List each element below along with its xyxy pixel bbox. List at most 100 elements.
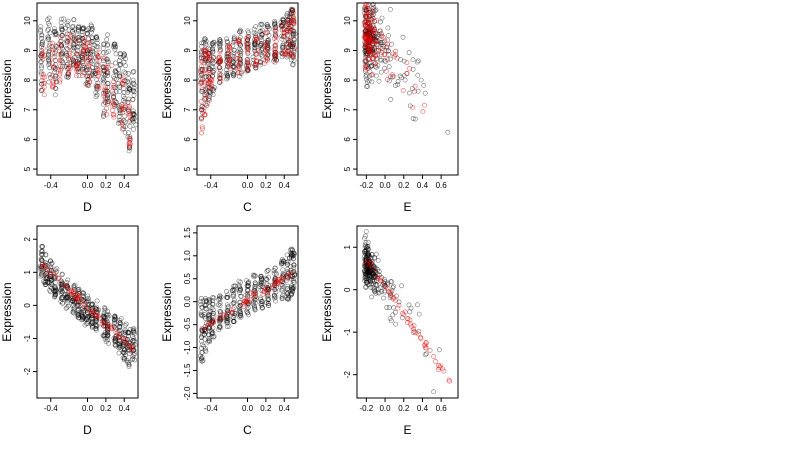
data-point [209,56,215,62]
data-point [290,52,296,58]
data-point [86,73,92,79]
data-point [285,259,291,265]
data-point [224,70,229,76]
data-point [415,58,421,64]
data-point [80,70,86,75]
data-point [81,38,87,44]
data-point [40,87,46,93]
data-point [436,347,442,353]
data-point [118,61,124,67]
y-tick-label: -2.0 [183,386,192,400]
data-point [80,72,85,78]
data-point [130,108,136,114]
data-point [64,283,69,289]
data-point [244,42,250,48]
data-point [103,64,109,70]
data-point [125,99,131,105]
data-point [400,34,406,40]
data-point [416,328,422,334]
data-point [49,44,55,50]
y-axis-label: Expression [160,282,174,341]
data-point [67,50,72,56]
data-point [117,102,122,108]
data-point [131,126,136,132]
data-point [391,305,397,311]
data-point [47,41,53,46]
data-point [292,31,298,37]
data-point [131,111,136,116]
data-point [122,113,128,119]
data-point [60,282,66,288]
data-point [47,22,52,28]
data-point [384,305,390,310]
data-point [220,314,226,320]
data-point [50,78,56,84]
data-point [363,60,369,66]
data-point [379,15,385,21]
data-point [410,116,416,121]
data-point [395,79,401,84]
data-point [80,51,86,57]
data-point [218,309,223,315]
data-point [117,332,122,337]
data-point [427,347,433,353]
data-point [378,69,384,75]
data-point [130,328,136,334]
data-point [259,22,265,28]
data-point [58,290,64,296]
data-point [367,270,373,276]
data-point [373,251,379,257]
data-point [423,351,429,357]
data-point [53,79,59,85]
data-point [402,309,408,315]
y-tick-label: 10 [183,16,192,25]
data-point [131,329,137,335]
data-point [116,350,122,356]
data-point [125,71,131,76]
data-point [287,28,293,34]
data-point [231,73,237,78]
data-point [210,49,215,55]
data-point [104,106,109,111]
data-point [209,331,215,337]
x-tick-label: 0.0 [242,181,254,190]
data-point [95,313,101,319]
data-point [198,67,204,73]
data-point [378,276,384,282]
data-point [199,342,205,347]
data-point [292,45,298,51]
data-point [364,76,369,82]
data-point [86,63,92,69]
data-point [231,34,237,40]
data-point [105,332,111,338]
data-point [198,116,204,122]
data-point [104,335,110,340]
data-point [291,264,297,270]
data-point [66,70,72,76]
data-point [217,80,223,86]
data-point [59,278,64,284]
y-tick-label: 7 [23,107,32,112]
data-point [52,32,58,38]
data-point [47,65,53,71]
data-point [399,283,404,289]
data-point [275,278,281,284]
data-point [205,100,211,106]
y-tick-label: 7 [183,107,192,112]
data-point [281,29,287,35]
data-point [364,35,370,41]
data-point [101,114,106,119]
data-point [216,297,222,302]
data-point [116,105,122,111]
data-point [131,92,137,98]
data-point [127,141,133,147]
data-point [80,314,86,320]
data-point [402,77,408,83]
y-tick-label: 5 [183,166,192,171]
data-point [259,277,264,283]
data-point [117,320,123,326]
data-point [291,36,297,42]
data-point [94,34,99,39]
data-point [447,378,453,384]
data-point [58,20,64,26]
